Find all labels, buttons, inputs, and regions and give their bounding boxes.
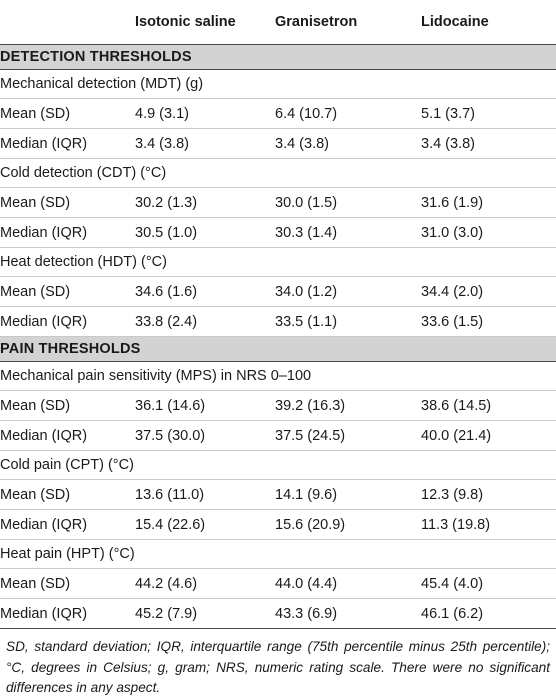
section-header-row: DETECTION THRESHOLDS xyxy=(0,44,556,70)
table-row: Median (IQR) 37.5 (30.0) 37.5 (24.5) 40.0 (… xyxy=(0,420,556,451)
measure-group-row: Heat pain (HPT) (°C) xyxy=(0,539,556,569)
measure-group-row: Heat detection (HDT) (°C) xyxy=(0,247,556,277)
header-lidocaine: Lidocaine xyxy=(421,0,556,45)
row-label: Mean (SD) xyxy=(0,276,135,307)
table-row: Median (IQR) 33.8 (2.4) 33.5 (1.1) 33.6 (1.… xyxy=(0,306,556,337)
cell-lidocaine: 11.3 (19.8) xyxy=(421,509,556,540)
header-row: Isotonic saline Granisetron Lidocaine xyxy=(0,0,556,45)
measure-group-label: Cold pain (CPT) (°C) xyxy=(0,450,556,480)
table-footnote: SD, standard deviation; IQR, interquarti… xyxy=(6,639,550,695)
cell-isotonic-saline: 36.1 (14.6) xyxy=(135,390,275,421)
cell-lidocaine: 45.4 (4.0) xyxy=(421,568,556,599)
cell-granisetron: 14.1 (9.6) xyxy=(275,479,421,510)
measure-group-label: Heat pain (HPT) (°C) xyxy=(0,539,556,569)
cell-isotonic-saline: 4.9 (3.1) xyxy=(135,98,275,129)
table-body: DETECTION THRESHOLDS Mechanical detection… xyxy=(0,44,556,629)
cell-lidocaine: 31.0 (3.0) xyxy=(421,217,556,248)
row-label: Mean (SD) xyxy=(0,98,135,129)
cell-granisetron: 30.3 (1.4) xyxy=(275,217,421,248)
cell-isotonic-saline: 13.6 (11.0) xyxy=(135,479,275,510)
table-row: Median (IQR) 30.5 (1.0) 30.3 (1.4) 31.0 (3.… xyxy=(0,217,556,248)
table-row: Median (IQR) 45.2 (7.9) 43.3 (6.9) 46.1 (6.… xyxy=(0,598,556,629)
cell-granisetron: 3.4 (3.8) xyxy=(275,128,421,159)
cell-isotonic-saline: 3.4 (3.8) xyxy=(135,128,275,159)
cell-lidocaine: 3.4 (3.8) xyxy=(421,128,556,159)
measure-group-label: Heat detection (HDT) (°C) xyxy=(0,247,556,277)
cell-lidocaine: 12.3 (9.8) xyxy=(421,479,556,510)
cell-granisetron: 34.0 (1.2) xyxy=(275,276,421,307)
row-label: Median (IQR) xyxy=(0,128,135,159)
measure-group-label: Mechanical detection (MDT) (g) xyxy=(0,69,556,99)
measure-group-label: Mechanical pain sensitivity (MPS) in NRS… xyxy=(0,361,556,391)
table-row: Mean (SD) 4.9 (3.1) 6.4 (10.7) 5.1 (3.7) xyxy=(0,98,556,129)
cell-isotonic-saline: 45.2 (7.9) xyxy=(135,598,275,629)
cell-granisetron: 15.6 (20.9) xyxy=(275,509,421,540)
cell-isotonic-saline: 15.4 (22.6) xyxy=(135,509,275,540)
cell-lidocaine: 46.1 (6.2) xyxy=(421,598,556,629)
row-label: Median (IQR) xyxy=(0,217,135,248)
cell-granisetron: 6.4 (10.7) xyxy=(275,98,421,129)
cell-isotonic-saline: 37.5 (30.0) xyxy=(135,420,275,451)
row-label: Mean (SD) xyxy=(0,390,135,421)
cell-isotonic-saline: 30.2 (1.3) xyxy=(135,187,275,218)
table-row: Mean (SD) 44.2 (4.6) 44.0 (4.4) 45.4 (4.0) xyxy=(0,568,556,599)
table-row: Mean (SD) 34.6 (1.6) 34.0 (1.2) 34.4 (2.0) xyxy=(0,276,556,307)
row-label: Median (IQR) xyxy=(0,509,135,540)
cell-lidocaine: 5.1 (3.7) xyxy=(421,98,556,129)
row-label: Median (IQR) xyxy=(0,420,135,451)
cell-isotonic-saline: 30.5 (1.0) xyxy=(135,217,275,248)
cell-granisetron: 37.5 (24.5) xyxy=(275,420,421,451)
measure-group-row: Cold pain (CPT) (°C) xyxy=(0,450,556,480)
header-empty-cell xyxy=(0,0,135,45)
cell-granisetron: 43.3 (6.9) xyxy=(275,598,421,629)
section-title: DETECTION THRESHOLDS xyxy=(0,44,556,70)
table-row: Median (IQR) 15.4 (22.6) 15.6 (20.9) 11.3 (… xyxy=(0,509,556,540)
cell-granisetron: 33.5 (1.1) xyxy=(275,306,421,337)
cell-granisetron: 30.0 (1.5) xyxy=(275,187,421,218)
table-row: Mean (SD) 30.2 (1.3) 30.0 (1.5) 31.6 (1.9) xyxy=(0,187,556,218)
header-isotonic-saline: Isotonic saline xyxy=(135,0,275,45)
row-label: Median (IQR) xyxy=(0,598,135,629)
cell-lidocaine: 38.6 (14.5) xyxy=(421,390,556,421)
cell-granisetron: 44.0 (4.4) xyxy=(275,568,421,599)
cell-isotonic-saline: 44.2 (4.6) xyxy=(135,568,275,599)
table-row: Mean (SD) 13.6 (11.0) 14.1 (9.6) 12.3 (9.8) xyxy=(0,479,556,510)
row-label: Mean (SD) xyxy=(0,568,135,599)
table-row: Median (IQR) 3.4 (3.8) 3.4 (3.8) 3.4 (3.8) xyxy=(0,128,556,159)
table-row: Mean (SD) 36.1 (14.6) 39.2 (16.3) 38.6 (14.… xyxy=(0,390,556,421)
row-label: Mean (SD) xyxy=(0,187,135,218)
section-title: PAIN THRESHOLDS xyxy=(0,336,556,362)
measure-group-row: Mechanical detection (MDT) (g) xyxy=(0,69,556,99)
cell-lidocaine: 34.4 (2.0) xyxy=(421,276,556,307)
cell-isotonic-saline: 33.8 (2.4) xyxy=(135,306,275,337)
measure-group-label: Cold detection (CDT) (°C) xyxy=(0,158,556,188)
cell-lidocaine: 40.0 (21.4) xyxy=(421,420,556,451)
cell-lidocaine: 31.6 (1.9) xyxy=(421,187,556,218)
cell-isotonic-saline: 34.6 (1.6) xyxy=(135,276,275,307)
cell-granisetron: 39.2 (16.3) xyxy=(275,390,421,421)
section-header-row: PAIN THRESHOLDS xyxy=(0,336,556,362)
row-label: Median (IQR) xyxy=(0,306,135,337)
measure-group-row: Cold detection (CDT) (°C) xyxy=(0,158,556,188)
header-granisetron: Granisetron xyxy=(275,0,421,45)
measure-group-row: Mechanical pain sensitivity (MPS) in NRS… xyxy=(0,361,556,391)
row-label: Mean (SD) xyxy=(0,479,135,510)
results-table: Isotonic saline Granisetron Lidocaine DE… xyxy=(0,0,556,629)
cell-lidocaine: 33.6 (1.5) xyxy=(421,306,556,337)
